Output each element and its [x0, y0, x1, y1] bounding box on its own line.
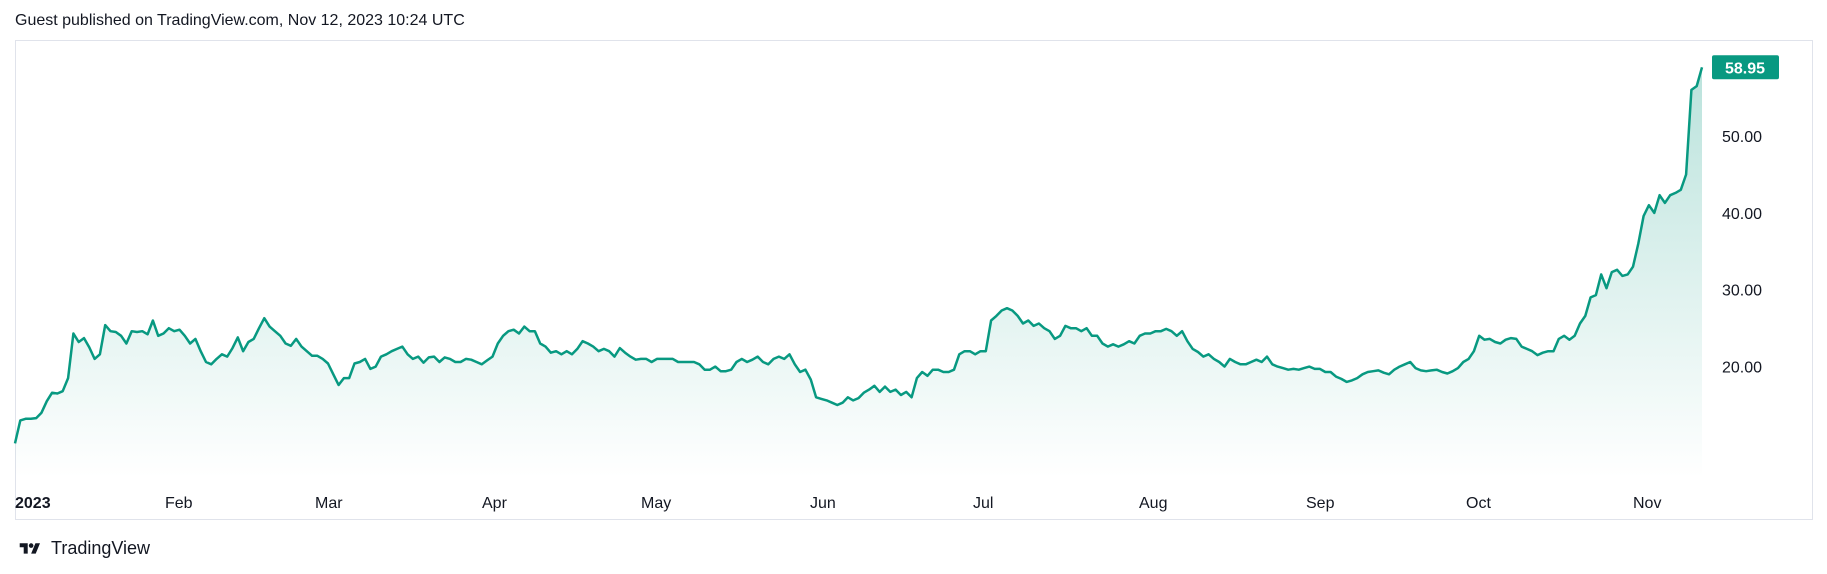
chart-pane[interactable] — [15, 40, 1813, 520]
tradingview-logo-icon[interactable] — [15, 541, 45, 557]
x-tick-label: Nov — [1633, 495, 1661, 512]
x-tick-label: 2023 — [15, 495, 51, 512]
y-tick-label: 50.00 — [1722, 129, 1762, 146]
y-tick-label: 30.00 — [1722, 283, 1762, 300]
last-price-label: 58.95 — [1725, 60, 1765, 77]
price-line — [13, 66, 1704, 444]
publish-info: Guest published on TradingView.com, Nov … — [15, 12, 465, 29]
x-tick-label: Mar — [315, 495, 343, 512]
time-axis[interactable]: 2023 Feb Mar Apr May Jun Jul Aug Sep Oct Nov — [15, 495, 1661, 512]
y-tick-label: 20.00 — [1722, 360, 1762, 377]
x-tick-label: Apr — [482, 495, 508, 512]
footer: TradingView — [15, 538, 150, 559]
x-tick-label: Jun — [810, 495, 836, 512]
price-area-fill — [15, 67, 1702, 479]
last-price-tag: 58.95 — [1712, 55, 1779, 80]
x-tick-label: Aug — [1139, 495, 1167, 512]
x-tick-label: Feb — [165, 495, 193, 512]
footer-brand[interactable]: TradingView — [51, 538, 151, 558]
price-axis[interactable]: 20.00 30.00 40.00 50.00 — [1722, 129, 1762, 377]
x-tick-label: Sep — [1306, 495, 1335, 512]
line-layer — [13, 66, 1704, 444]
x-tick-label: May — [641, 495, 671, 512]
y-tick-label: 40.00 — [1722, 206, 1762, 223]
area-layer — [15, 67, 1702, 479]
x-tick-label: Oct — [1466, 495, 1491, 512]
last-price-badge — [1712, 55, 1779, 80]
x-tick-label: Jul — [973, 495, 993, 512]
